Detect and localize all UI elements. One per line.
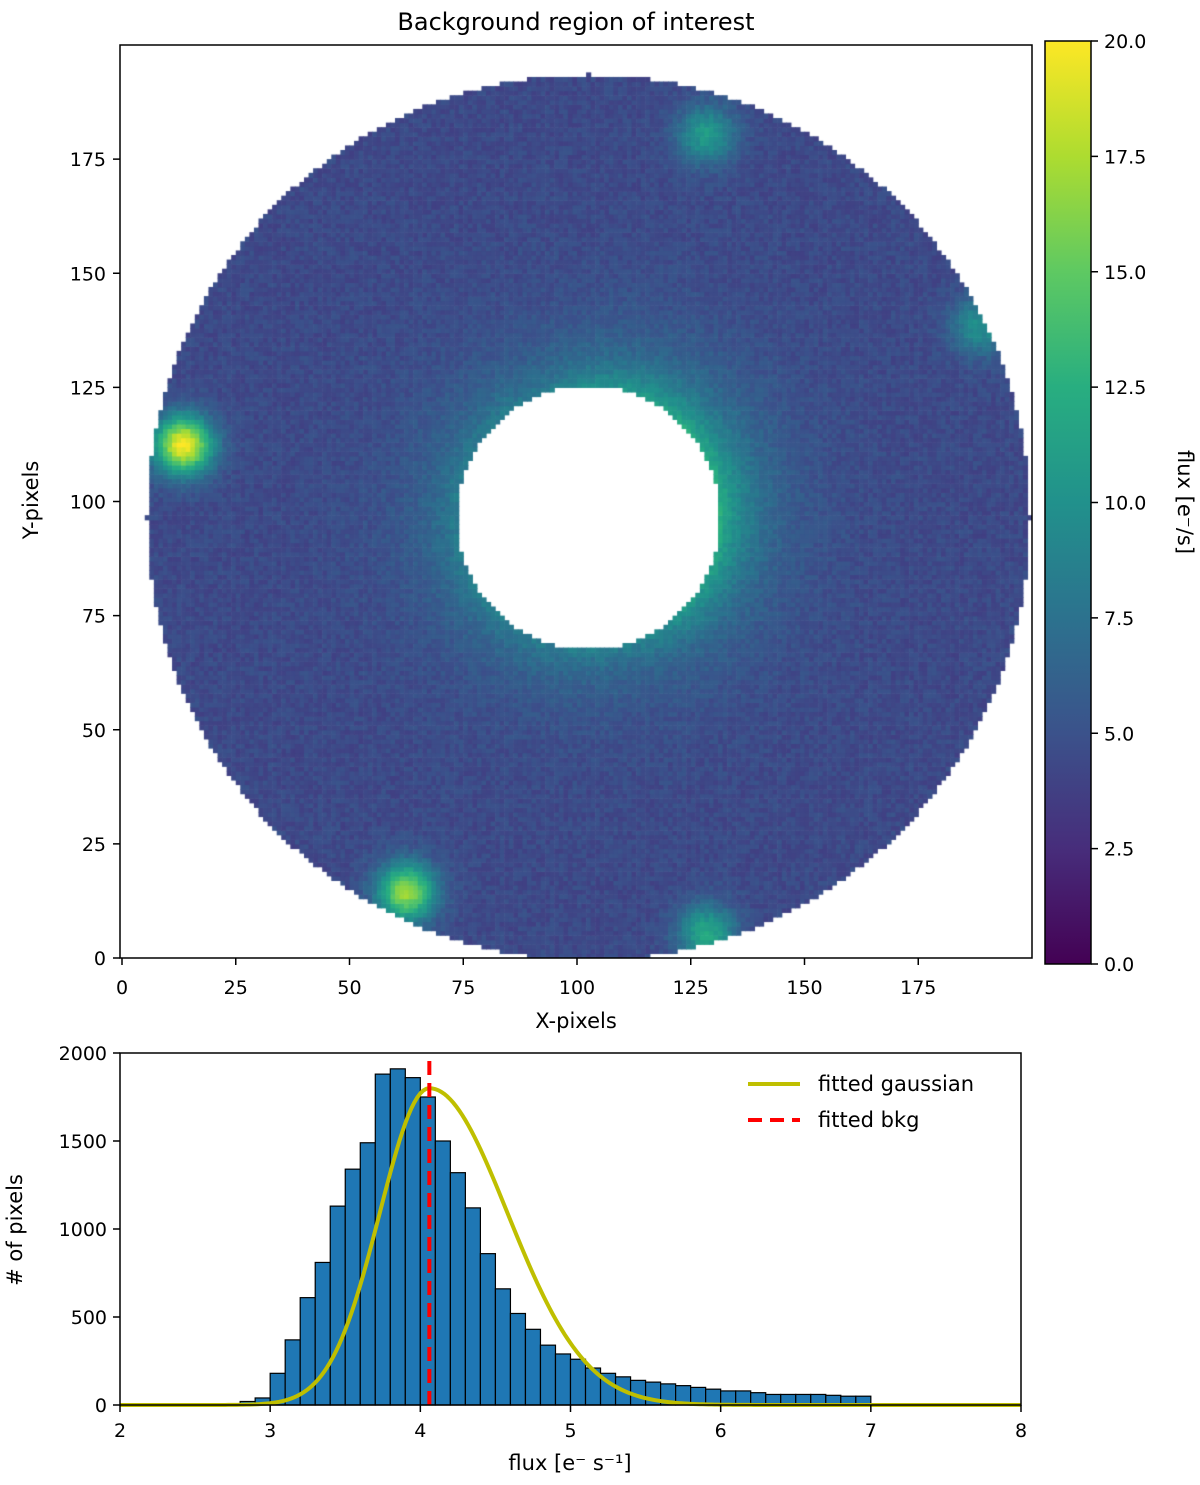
histogram-bar-14 bbox=[449, 1172, 466, 1406]
heatmap-x-label: X-pixels bbox=[535, 1009, 617, 1033]
heatmap-y-tick-label-1: 25 bbox=[82, 834, 106, 856]
histogram-bar-11 bbox=[404, 1077, 421, 1406]
heatmap-x-tick-label-3: 75 bbox=[451, 977, 475, 999]
histogram-x-tick-label-2: 4 bbox=[414, 1420, 426, 1442]
histogram-x-tick-label-3: 5 bbox=[564, 1420, 576, 1442]
heatmap-y-tick-label-5: 125 bbox=[70, 377, 106, 399]
histogram-y-ticks: 0 500 1000 1500 2000 bbox=[59, 1043, 120, 1417]
histogram-y-tick-label-0: 0 bbox=[95, 1395, 107, 1417]
histogram-bar-9 bbox=[374, 1073, 391, 1406]
heatmap-title: Background region of interest bbox=[397, 8, 754, 36]
colorbar-tick-label-0: 0.0 bbox=[1104, 954, 1134, 976]
colorbar: 0.0 2.5 5.0 7.5 10.0 12.5 15.0 17.5 20.0 flux [e… bbox=[1044, 31, 1197, 976]
heatmap-y-tick-label-6: 150 bbox=[70, 263, 106, 285]
histogram-x-tick-label-1: 3 bbox=[264, 1420, 276, 1442]
colorbar-tick-label-5: 12.5 bbox=[1104, 377, 1146, 399]
histogram-y-label: # of pixels bbox=[3, 1174, 27, 1286]
histogram-bar-6 bbox=[329, 1205, 346, 1406]
heatmap-x-tick-label-0: 0 bbox=[116, 977, 128, 999]
histogram-x-ticks: 2 3 4 5 6 7 8 bbox=[114, 1405, 1027, 1442]
heatmap-x-tick-label-2: 50 bbox=[337, 977, 361, 999]
histogram-bar-5 bbox=[314, 1261, 331, 1406]
colorbar-tick-label-3: 7.5 bbox=[1104, 608, 1134, 630]
heatmap-y-tick-label-7: 175 bbox=[70, 149, 106, 171]
heatmap-x-tick-label-6: 150 bbox=[786, 977, 822, 999]
colorbar-tick-label-1: 2.5 bbox=[1104, 839, 1134, 861]
histogram-bar-22 bbox=[569, 1358, 587, 1406]
histogram-chart: 2 3 4 5 6 7 8 0 500 1000 1500 2000 flux [e⁻ s⁻¹] #… bbox=[3, 1043, 1027, 1475]
heatmap-y-label: Y-pixels bbox=[19, 461, 43, 541]
histogram-bar-17 bbox=[494, 1288, 512, 1406]
histogram-bar-18 bbox=[509, 1312, 527, 1406]
colorbar-tick-label-6: 15.0 bbox=[1104, 262, 1146, 284]
heatmap-y-ticks: 0 25 50 75 100 125 150 175 bbox=[70, 149, 120, 970]
heatmap-image bbox=[120, 45, 1032, 958]
histogram-bar-20 bbox=[539, 1344, 557, 1406]
histogram-y-tick-label-2: 1000 bbox=[59, 1219, 107, 1241]
colorbar-tick-label-4: 10.0 bbox=[1104, 493, 1146, 515]
histogram-frame bbox=[119, 1052, 1022, 1406]
colorbar-label: flux [e⁻/s] bbox=[1173, 450, 1197, 554]
histogram-x-tick-label-5: 7 bbox=[865, 1420, 877, 1442]
colorbar-tick-label-7: 17.5 bbox=[1104, 146, 1146, 168]
colorbar-tick-label-8: 20.0 bbox=[1104, 31, 1146, 53]
histogram-y-tick-label-4: 2000 bbox=[59, 1043, 107, 1065]
heatmap-x-tick-label-4: 100 bbox=[559, 977, 595, 999]
legend: fitted gaussian fitted bkg bbox=[748, 1072, 974, 1132]
histogram-bar-10 bbox=[389, 1068, 406, 1406]
legend-gaussian-label: fitted gaussian bbox=[818, 1072, 974, 1096]
heatmap-x-tick-label-7: 175 bbox=[900, 977, 936, 999]
legend-bkg-label: fitted bkg bbox=[818, 1108, 919, 1132]
histogram-bar-16 bbox=[479, 1253, 497, 1406]
heatmap-y-tick-label-4: 100 bbox=[70, 492, 106, 514]
histogram-bar-19 bbox=[524, 1328, 542, 1406]
colorbar-gradient bbox=[1044, 40, 1092, 965]
heatmap-chart: Background region of interest 0 25 50 75 100… bbox=[19, 8, 1033, 1033]
histogram-bar-13 bbox=[434, 1140, 451, 1406]
histogram-bar-15 bbox=[464, 1207, 481, 1406]
heatmap-x-ticks: 0 25 50 75 100 125 150 175 bbox=[116, 958, 936, 999]
colorbar-ticks: 0.0 2.5 5.0 7.5 10.0 12.5 15.0 17.5 20.0 bbox=[1091, 31, 1146, 976]
histogram-x-label: flux [e⁻ s⁻¹] bbox=[508, 1451, 631, 1475]
histogram-x-tick-label-4: 6 bbox=[715, 1420, 727, 1442]
histogram-x-tick-label-6: 8 bbox=[1015, 1420, 1027, 1442]
histogram-y-tick-label-3: 1500 bbox=[59, 1131, 107, 1153]
heatmap-y-tick-label-0: 0 bbox=[94, 948, 106, 970]
heatmap-x-tick-label-1: 25 bbox=[224, 977, 248, 999]
heatmap-y-tick-label-3: 75 bbox=[82, 606, 106, 628]
colorbar-tick-label-2: 5.0 bbox=[1104, 723, 1134, 745]
histogram-x-tick-label-0: 2 bbox=[114, 1420, 126, 1442]
histogram-y-tick-label-1: 500 bbox=[71, 1307, 107, 1329]
heatmap-y-tick-label-2: 50 bbox=[82, 720, 106, 742]
histogram-bar-21 bbox=[554, 1353, 572, 1406]
heatmap-x-tick-label-5: 125 bbox=[673, 977, 709, 999]
